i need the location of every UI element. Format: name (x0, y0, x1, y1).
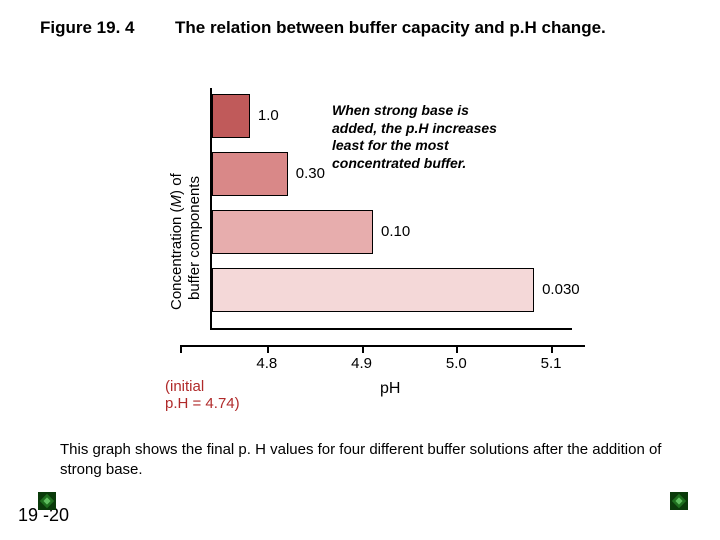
x-tick (180, 345, 182, 353)
x-axis-line (180, 345, 585, 347)
initial-ph-line: (initial (165, 378, 240, 395)
figure-label: Figure 19. 4 (40, 18, 134, 38)
y-axis-label-line1: Concentration (M) of (168, 173, 185, 310)
y-axis-label-line2: buffer components (186, 176, 203, 300)
bar (212, 152, 288, 196)
initial-ph-label: (initial p.H = 4.74) (165, 378, 240, 413)
bar-label: 1.0 (258, 107, 279, 124)
figure-title: The relation between buffer capacity and… (175, 18, 606, 38)
decoration-icon (670, 492, 688, 510)
x-tick (362, 345, 364, 353)
x-tick-label: 4.9 (351, 355, 372, 372)
bar-label: 0.30 (296, 165, 325, 182)
bar (212, 210, 373, 254)
x-tick-label: 5.1 (541, 355, 562, 372)
x-axis-label: pH (380, 380, 400, 398)
figure-caption: This graph shows the final p. H values f… (60, 440, 670, 481)
x-tick (267, 345, 269, 353)
initial-ph-line: p.H = 4.74) (165, 395, 240, 412)
x-tick (456, 345, 458, 353)
bar-label: 0.030 (542, 281, 580, 298)
x-tick (551, 345, 553, 353)
bar (212, 94, 250, 138)
bar-label: 0.10 (381, 223, 410, 240)
x-tick-label: 5.0 (446, 355, 467, 372)
plot-area: 1.00.300.100.030 (210, 88, 572, 330)
bar (212, 268, 534, 312)
x-tick-label: 4.8 (256, 355, 277, 372)
decoration-icon (38, 492, 56, 510)
